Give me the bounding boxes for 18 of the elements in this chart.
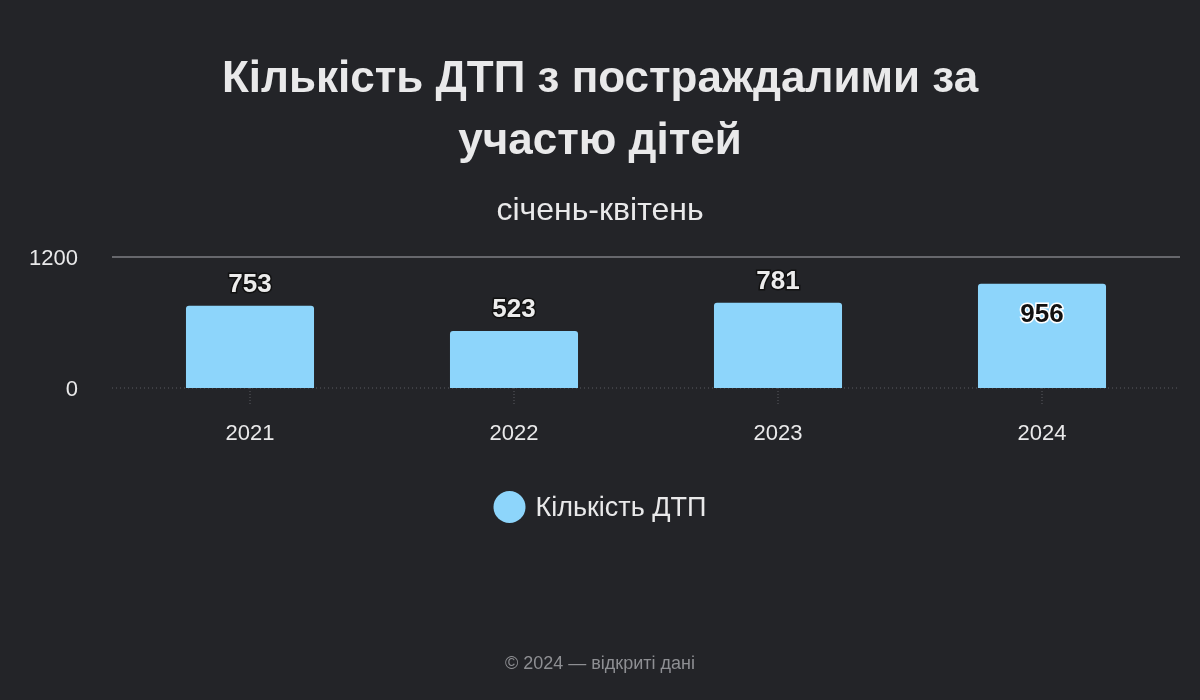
legend-label: Кількість ДТП bbox=[535, 492, 707, 522]
bar bbox=[185, 305, 315, 388]
bar bbox=[449, 330, 579, 388]
data-label: 956 bbox=[1020, 297, 1064, 328]
x-tick-label: 2022 bbox=[489, 419, 539, 445]
bar bbox=[713, 302, 843, 388]
chart-title: Кількість ДТП з постраждалими за участю дітей bbox=[221, 52, 979, 163]
bar bbox=[977, 283, 1107, 388]
x-tick-label: 2024 bbox=[1017, 419, 1067, 445]
y-tick-label: 1200 bbox=[29, 244, 78, 270]
data-label: 523 bbox=[492, 292, 536, 323]
y-tick-label: 0 bbox=[65, 375, 78, 401]
x-tick-label: 2021 bbox=[225, 419, 275, 445]
text: © 2024 — відкриті дані bbox=[504, 653, 696, 673]
x-tick-label: 2023 bbox=[753, 419, 803, 445]
chart-subtitle: січень-квітень bbox=[496, 191, 704, 227]
data-label: 753 bbox=[228, 267, 272, 298]
data-label: 781 bbox=[756, 264, 800, 295]
